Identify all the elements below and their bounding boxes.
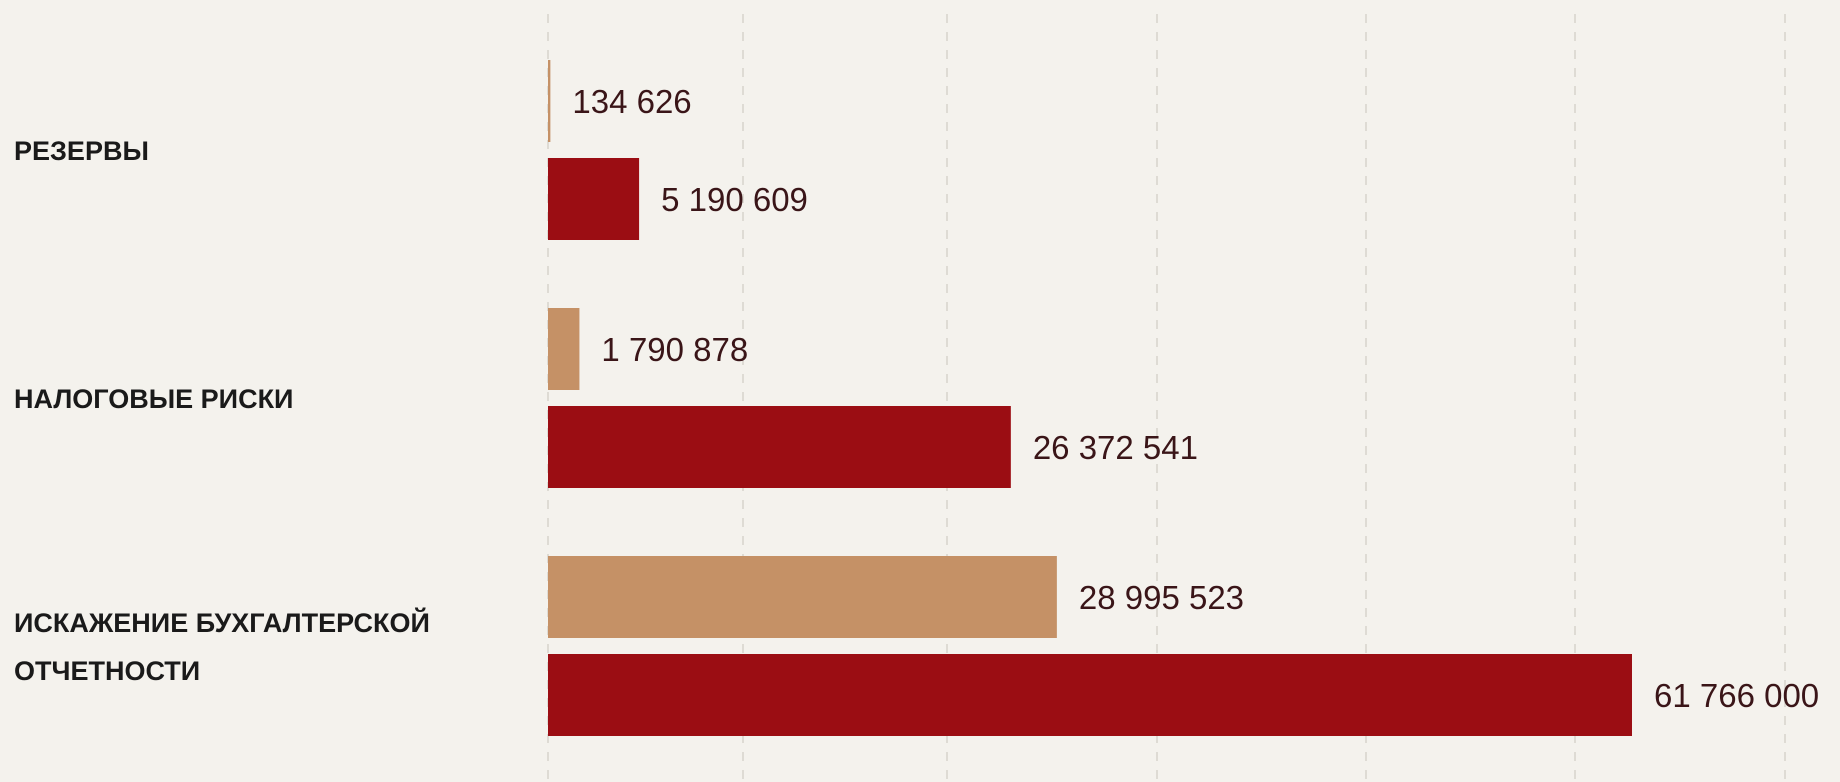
value-label-series0-cat0: 134 626 xyxy=(572,83,691,120)
value-label-series1-cat2: 61 766 000 xyxy=(1654,677,1819,714)
gridlines xyxy=(547,14,1786,782)
value-label-series0-cat1: 1 790 878 xyxy=(601,331,748,368)
bar-series0-cat1 xyxy=(548,308,580,390)
category-label-1-0: НАЛОГОВЫЕ РИСКИ xyxy=(14,384,293,414)
category-label-0-0: РЕЗЕРВЫ xyxy=(14,136,149,166)
bars xyxy=(548,60,1632,736)
bar-series0-cat2 xyxy=(548,556,1057,638)
bar-series1-cat1 xyxy=(548,406,1011,488)
category-labels: РЕЗЕРВЫ НАЛОГОВЫЕ РИСКИ ИСКАЖЕНИЕ БУХГАЛТЕ… xyxy=(14,136,430,686)
bar-series0-cat0 xyxy=(548,60,551,142)
value-label-series0-cat2: 28 995 523 xyxy=(1079,579,1244,616)
category-label-2-0: ИСКАЖЕНИЕ БУХГАЛТЕРСКОЙ xyxy=(14,607,430,638)
value-label-series1-cat1: 26 372 541 xyxy=(1033,429,1198,466)
value-labels: 134 626 5 190 609 1 790 878 26 372 541 28 99… xyxy=(572,83,1819,714)
value-label-series1-cat0: 5 190 609 xyxy=(661,181,808,218)
bar-series1-cat2 xyxy=(548,654,1632,736)
category-label-2-1: ОТЧЕТНОСТИ xyxy=(14,656,200,686)
bar-series1-cat0 xyxy=(548,158,640,240)
